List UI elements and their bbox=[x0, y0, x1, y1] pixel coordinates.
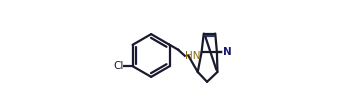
Text: N: N bbox=[224, 47, 232, 57]
Text: HN: HN bbox=[185, 51, 201, 61]
Text: Cl: Cl bbox=[114, 61, 124, 71]
